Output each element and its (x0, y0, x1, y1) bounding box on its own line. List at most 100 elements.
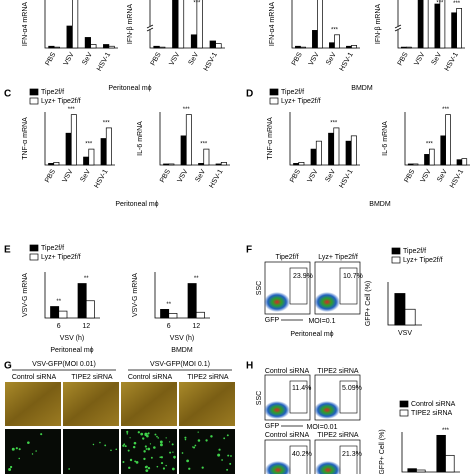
gfp-cell (218, 448, 221, 451)
bar (48, 45, 55, 49)
x-tick-label: VSV (420, 168, 433, 184)
gate-percent: 21.3% (342, 451, 362, 458)
gate-percent: 5.09% (342, 385, 362, 392)
gfp-cell (191, 446, 194, 448)
flow-plot (264, 261, 361, 315)
gfp-cell (165, 437, 167, 439)
y-axis-label: IFN-α4 mRNA (269, 2, 276, 46)
bar (85, 300, 95, 319)
significance: *** (103, 120, 111, 126)
bar (209, 40, 216, 49)
column-label: Control siRNA (128, 374, 173, 381)
bar (103, 44, 110, 49)
significance: *** (442, 107, 450, 113)
significance: ** (84, 276, 89, 282)
gfp-cell (160, 456, 163, 459)
fluorescence-image (5, 429, 61, 474)
gfp-cell (142, 437, 145, 440)
bar (345, 140, 352, 166)
gfp-cell (35, 450, 37, 452)
column-label: Control siRNA (265, 432, 310, 439)
bar (84, 37, 91, 49)
legend-swatch (29, 97, 39, 105)
gfp-cell (226, 468, 229, 471)
legend-swatch (391, 256, 401, 264)
x-tick-label: SeV (188, 51, 201, 66)
bar (77, 283, 87, 319)
condition-label: MOI=0.01 (307, 424, 338, 431)
bar (445, 454, 455, 473)
x-tick-label: HSV-1 (449, 168, 465, 189)
y-axis-label: VSV-G mRNA (22, 273, 29, 317)
bar (66, 25, 73, 49)
legend-swatch (269, 97, 279, 105)
panel-label: C (4, 89, 11, 100)
bar (445, 114, 451, 166)
bar (168, 163, 175, 166)
bar (417, 0, 424, 49)
bar (434, 3, 441, 49)
gfp-cell (127, 449, 130, 452)
gfp-cell (165, 464, 167, 467)
x-tick-label: HSV-1 (339, 51, 355, 72)
gfp-cell (226, 434, 229, 437)
column-label: Control siRNA (12, 374, 57, 381)
gfp-cell (134, 460, 136, 463)
gate-percent: 23.9% (293, 273, 313, 280)
x-tick-label: VSV (62, 168, 75, 184)
bar (163, 163, 170, 166)
gfp-cell (68, 468, 70, 470)
gfp-cell (210, 435, 213, 438)
gfp-cell (223, 437, 226, 440)
bar (328, 132, 335, 166)
gfp-cell (197, 431, 199, 433)
gfp-cell (156, 465, 159, 468)
panel-label: H (246, 361, 253, 372)
bar (293, 163, 300, 166)
legend-label: Tipe2f/f (41, 245, 64, 252)
legend-swatch (29, 88, 39, 96)
legend-label: Control siRNA (411, 401, 456, 408)
significance: *** (331, 27, 339, 33)
x-tick-label: SeV (79, 168, 92, 183)
bar (440, 135, 446, 166)
bar (180, 135, 187, 166)
bar (298, 162, 305, 166)
column-label: Tipe2f/f (275, 254, 298, 261)
brightfield-image (179, 382, 235, 426)
bar (451, 12, 457, 49)
gfp-cell (201, 466, 204, 469)
gfp-cell (188, 467, 191, 470)
significance: *** (442, 428, 450, 434)
x-tick-label: PBS (291, 51, 304, 67)
gfp-cell (129, 437, 131, 439)
significance: ** (194, 276, 199, 282)
bar (394, 293, 406, 326)
x-tick-label: SeV (325, 51, 338, 66)
x-tick-label: SeV (81, 51, 94, 66)
y-axis-label: IFN-β mRNA (375, 4, 382, 45)
x-axis-label: Peritoneal mϕ (108, 85, 151, 92)
x-tick-label: PBS (150, 51, 163, 67)
gfp-cell (104, 444, 107, 447)
gfp-cell (169, 451, 172, 454)
bar (203, 148, 210, 166)
fluorescence-image (179, 429, 235, 474)
y-axis-label: IFN-α4 mRNA (22, 2, 29, 46)
gfp-cell (194, 444, 197, 447)
column-label: Lyz+ Tipe2f/f (318, 254, 358, 261)
gfp-cell (153, 446, 156, 449)
legend-swatch (29, 244, 39, 252)
bar (65, 132, 72, 166)
gfp-cell (184, 438, 187, 441)
x-tick-label: VSV (177, 168, 190, 184)
significance: *** (426, 142, 434, 148)
significance: *** (453, 1, 461, 7)
gfp-cell (144, 432, 148, 436)
bar (351, 45, 357, 49)
bar (50, 306, 60, 319)
significance: *** (183, 107, 191, 113)
column-label: TIPE2 siRNA (317, 432, 359, 439)
x-tick-label: SeV (431, 51, 444, 66)
gfp-cell (171, 467, 175, 471)
